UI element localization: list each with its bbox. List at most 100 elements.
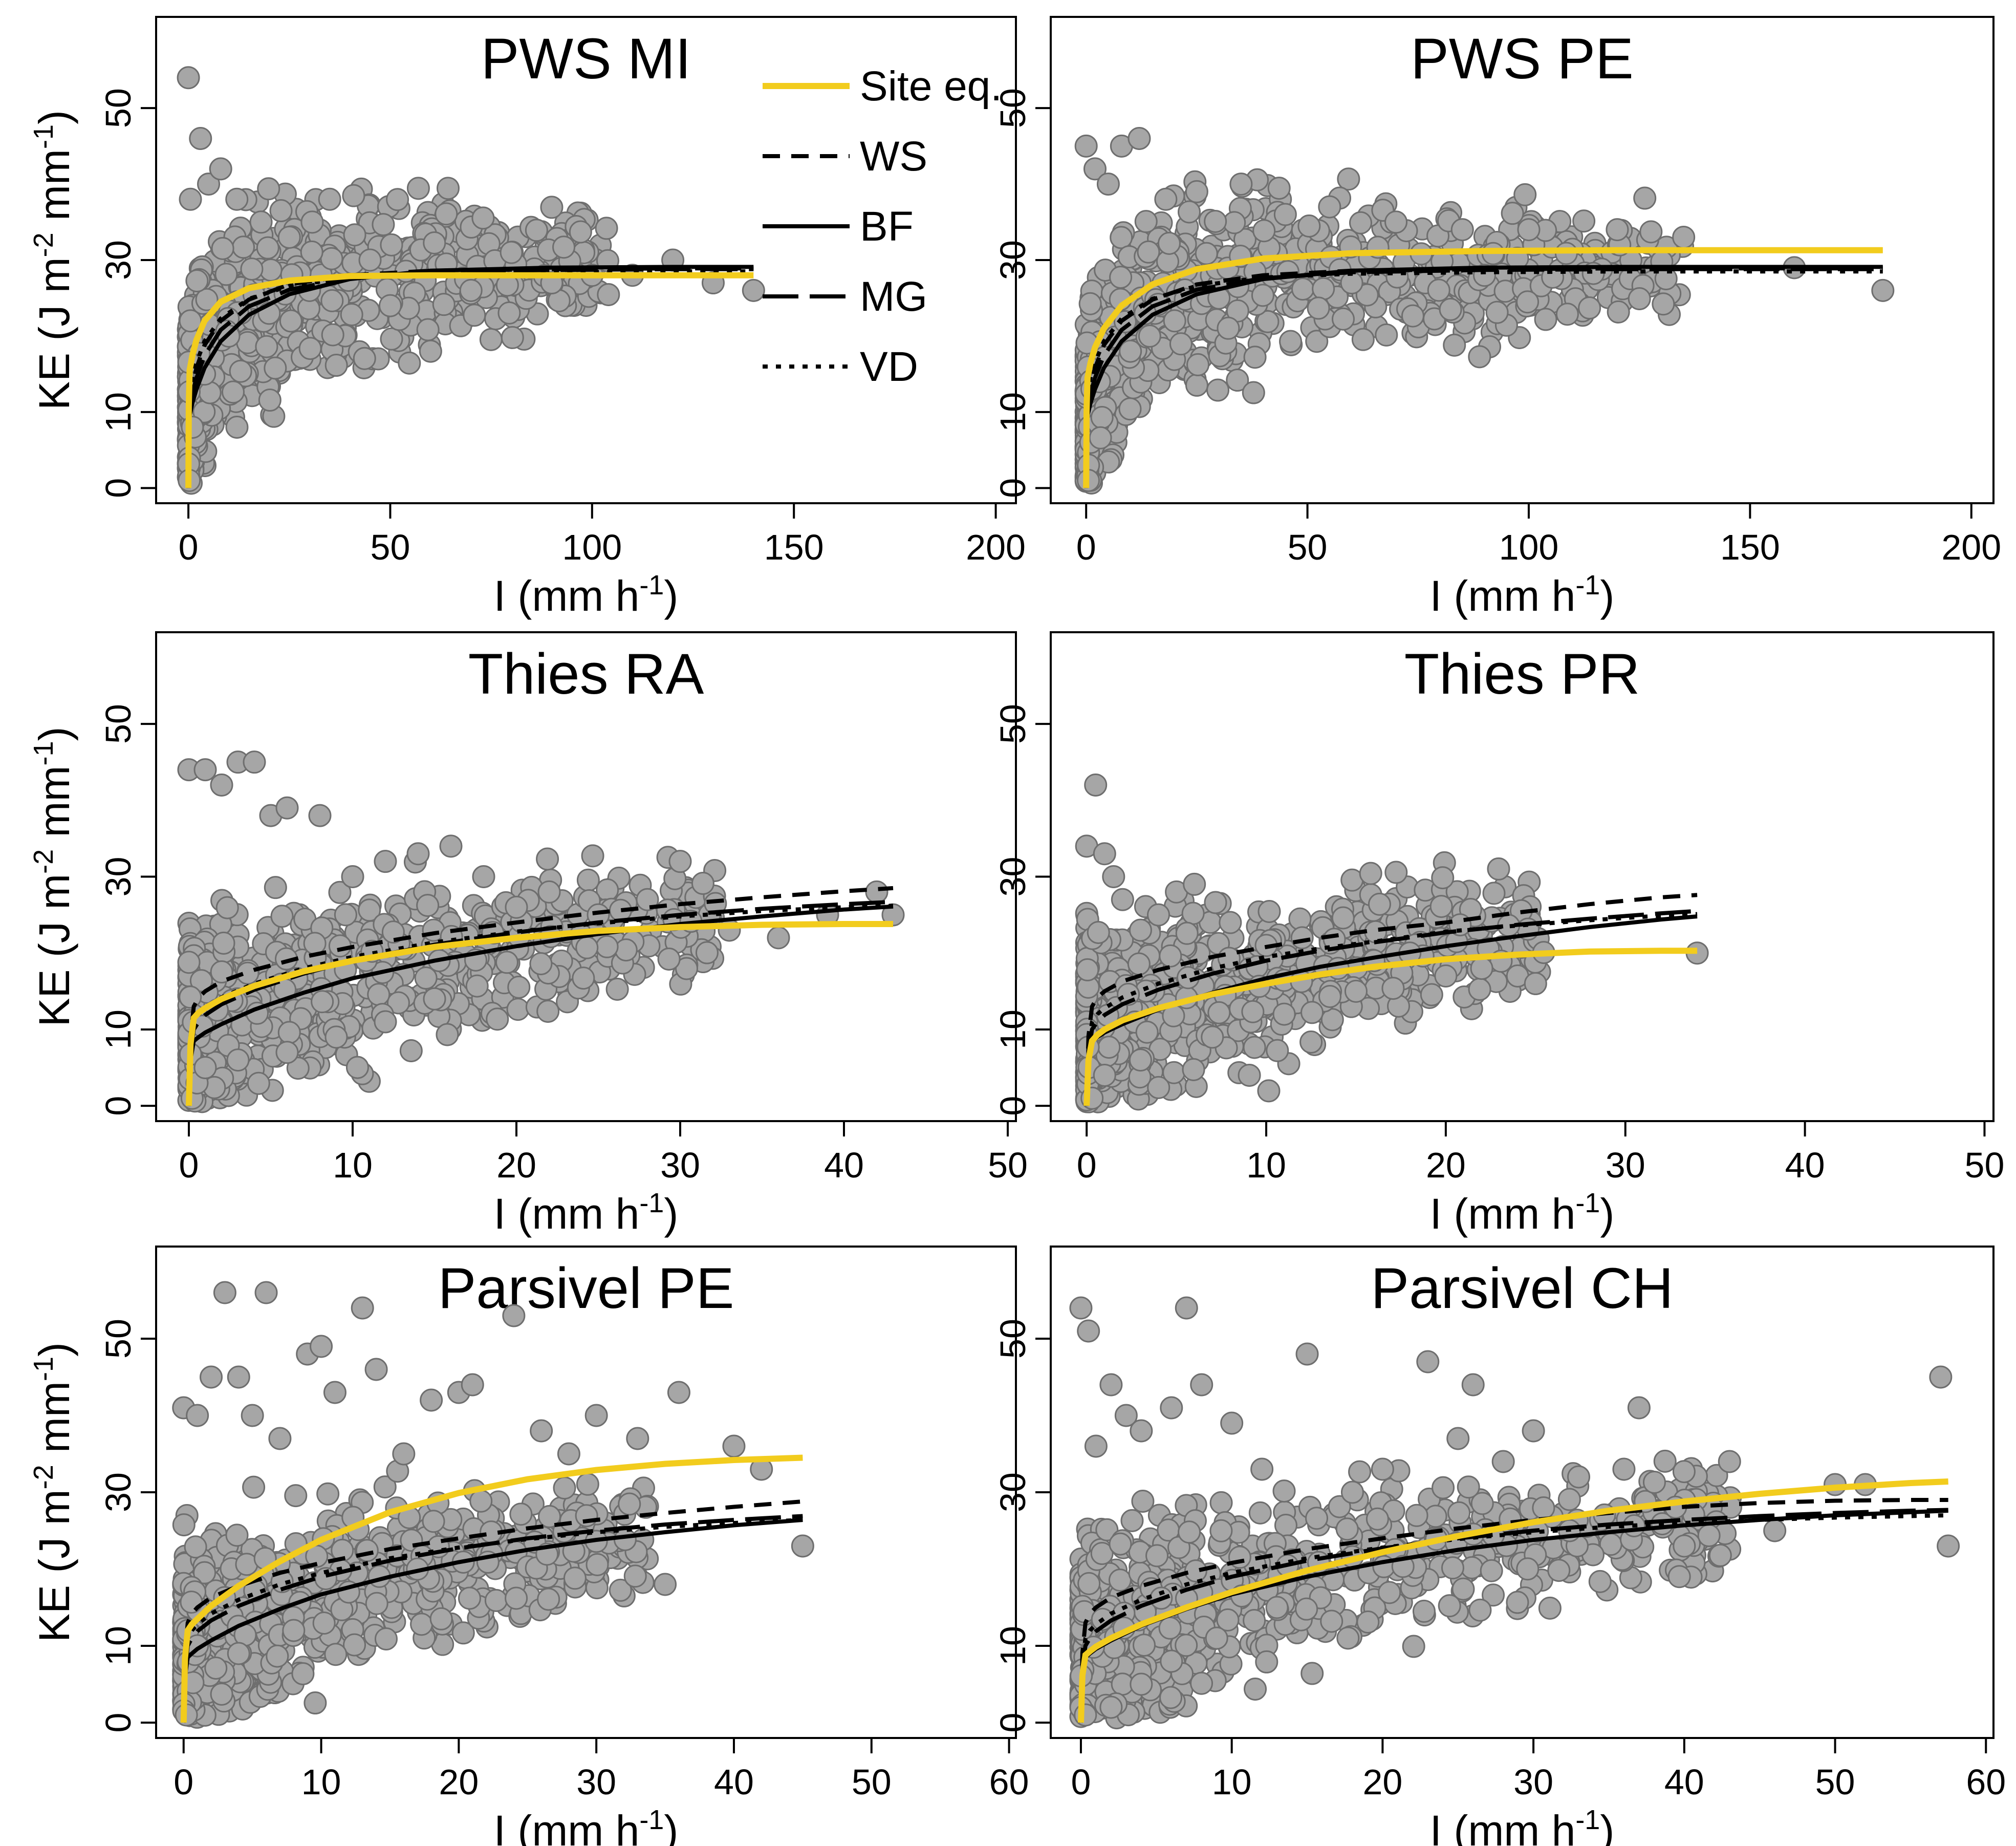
scatter-point (212, 931, 235, 955)
scatter-point (618, 1492, 641, 1516)
x-tick-label: 50 (1815, 1762, 1855, 1802)
scatter-point (437, 177, 460, 200)
series-line-bf (187, 904, 894, 1106)
scatter-point (1628, 287, 1651, 310)
scatter-point (484, 1589, 508, 1612)
scatter-point (298, 337, 322, 360)
scatter-cloud (1075, 851, 1555, 1113)
x-tick-label: 30 (576, 1762, 616, 1802)
y-axis-title: KE (J m-2 mm-1) (28, 1342, 78, 1642)
legend-label: MG (860, 273, 927, 320)
scatter-point (584, 1404, 608, 1427)
scatter-point (221, 380, 245, 404)
scatter-point (1487, 857, 1510, 881)
scatter-point (236, 961, 259, 985)
scatter-point (1109, 266, 1133, 289)
scatter-point (1252, 219, 1276, 243)
scatter-point (563, 1566, 587, 1590)
x-tick-label: 10 (1212, 1762, 1252, 1802)
scatter-point (495, 951, 518, 974)
scatter-point (486, 1007, 509, 1031)
scatter-point (300, 240, 323, 264)
scatter-point (343, 223, 366, 247)
series-line-ws (1085, 893, 1698, 1106)
scatter-point (1555, 303, 1579, 326)
scatter-point (279, 309, 302, 333)
scatter-point (1607, 300, 1630, 324)
scatter-point (1318, 984, 1341, 1008)
scatter-point (1291, 277, 1315, 301)
scatter-point (1178, 200, 1201, 224)
scatter-point (1243, 346, 1267, 369)
scatter-point (1078, 292, 1102, 315)
scatter-point (1300, 1001, 1324, 1024)
scatter-point (398, 351, 421, 375)
scatter-point (256, 236, 279, 260)
x-tick-label: 10 (333, 1145, 373, 1185)
scatter-point (586, 1553, 609, 1576)
scatter-point (1229, 173, 1253, 196)
scatter-point (277, 1021, 301, 1044)
scatter-point (1305, 330, 1329, 353)
x-tick-label: 30 (1606, 1145, 1645, 1185)
series-line-ws (187, 886, 894, 1106)
scatter-point (342, 184, 365, 207)
scatter-point (465, 974, 489, 998)
scatter-point (193, 1056, 217, 1080)
x-tick-label: 60 (989, 1762, 1029, 1802)
scatter-point (509, 1502, 533, 1526)
scatter-point (321, 323, 344, 347)
scatter-point (1318, 195, 1341, 219)
scatter-point (422, 1510, 445, 1533)
scatter-point (1195, 242, 1218, 265)
scatter-point (1134, 210, 1158, 233)
scatter-point (1331, 906, 1355, 930)
plot-area (1074, 127, 1895, 495)
scatter-point (595, 217, 618, 240)
scatter-point (1468, 345, 1491, 369)
y-tick-label: 30 (98, 1472, 138, 1512)
scatter-point (364, 1358, 388, 1381)
scatter-point (614, 938, 638, 962)
scatter-point (247, 1071, 270, 1095)
scatter-point (258, 389, 281, 412)
scatter-point (1368, 892, 1391, 916)
series-line-mg (1084, 267, 1883, 488)
scatter-point (1087, 920, 1110, 944)
scatter-point (1147, 903, 1170, 927)
scatter-point (1209, 1491, 1233, 1514)
scatter-point (179, 187, 202, 211)
legend-label: WS (860, 133, 927, 180)
scatter-point (197, 173, 221, 196)
scatter-point (1226, 369, 1249, 392)
x-tick-label: 50 (1288, 527, 1328, 567)
scatter-point (358, 248, 382, 272)
scatter-point (416, 318, 440, 341)
scatter-point (1429, 895, 1453, 918)
scatter-point (257, 177, 280, 201)
scatter-point (572, 967, 595, 990)
scatter-point (429, 1607, 453, 1630)
x-tick-label: 10 (301, 1762, 341, 1802)
scatter-point (667, 1381, 690, 1404)
scatter-point (318, 187, 341, 211)
scatter-point (180, 1591, 203, 1614)
scatter-point (472, 865, 495, 888)
scatter-point (1572, 209, 1596, 233)
y-axis-title: KE (J m-2 mm-1) (28, 110, 78, 410)
scatter-point (675, 957, 699, 980)
scatter-point (691, 872, 714, 895)
scatter-point (282, 1619, 306, 1642)
scatter-point (722, 1434, 746, 1458)
scatter-point (414, 967, 438, 990)
scatter-point (341, 865, 364, 888)
x-tick-label: 20 (1362, 1762, 1402, 1802)
scatter-point (340, 303, 363, 327)
scatter-point (343, 1633, 366, 1657)
y-tick-label: 0 (98, 1096, 138, 1116)
y-tick-label: 0 (98, 1713, 138, 1733)
series-line-siteeq (180, 1454, 803, 1723)
scatter-point (1524, 972, 1547, 995)
